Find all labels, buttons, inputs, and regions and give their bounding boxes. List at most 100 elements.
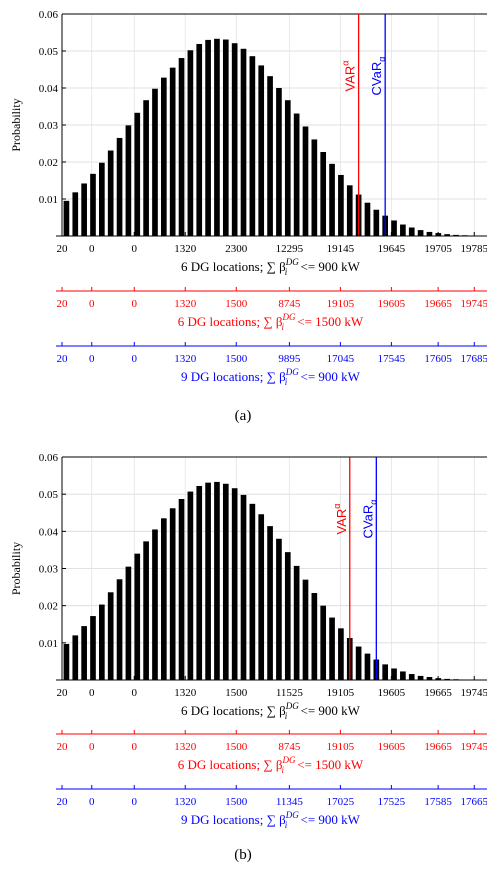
bar: [249, 56, 256, 237]
x-tick-label: 1320: [174, 243, 197, 255]
bar: [125, 566, 132, 680]
bar: [417, 230, 424, 236]
bar: [178, 498, 185, 680]
x-tick-label: 12295: [276, 243, 304, 255]
y-tick-label: 0.03: [39, 564, 59, 576]
x-tick-label: 19665: [424, 298, 452, 310]
bar: [107, 150, 114, 236]
x-tick-label: 19645: [378, 243, 406, 255]
x-axis-label: 6 DG locations; ∑ βDG i <= 900 kW: [181, 257, 361, 277]
bar: [107, 592, 114, 680]
bar: [400, 224, 406, 236]
x-axis-label: 9 DG locations; ∑ βDG i <= 900 kW: [181, 810, 361, 830]
bar: [364, 653, 371, 680]
x-tick-label: 0: [132, 243, 138, 255]
bar: [143, 100, 149, 237]
x-tick-label: 9895: [278, 353, 301, 365]
panel-caption: (b): [234, 847, 252, 863]
y-tick-label: 0.01: [39, 194, 58, 206]
x-tick-label: 0: [89, 687, 95, 699]
cvar-label: CVaRα: [369, 57, 387, 96]
x-tick-label: 0: [89, 796, 95, 808]
bar: [187, 50, 194, 237]
x-tick-label: 11525: [276, 687, 304, 699]
x-axis-label: 6 DG locations; ∑ βDG i <= 1500 kW: [178, 312, 364, 332]
x-tick-label: 17685: [461, 353, 487, 365]
bar: [284, 100, 291, 237]
x-tick-label: 19145: [327, 243, 355, 255]
y-tick-label: 0.05: [39, 489, 59, 501]
chart-panel-a: 0.01 0.02 0.03 0.04 0.05 0.06 Probability VARα C…: [9, 9, 487, 424]
bar: [284, 552, 291, 680]
bar: [267, 76, 273, 236]
bar: [444, 234, 450, 236]
bar: [391, 668, 397, 680]
bar: [293, 113, 300, 236]
bar: [187, 491, 194, 680]
bar: [249, 503, 256, 680]
x-tick-label: 19605: [378, 298, 406, 310]
x-tick-label: 20: [57, 741, 69, 753]
x-tick-label: 17665: [461, 796, 487, 808]
bar: [152, 88, 158, 237]
x-tick-label: 1500: [225, 796, 248, 808]
bar: [311, 139, 318, 236]
bar: [72, 192, 79, 236]
bar: [240, 48, 247, 236]
bar: [90, 173, 96, 236]
bar: [293, 565, 300, 680]
bar: [444, 678, 450, 680]
bar: [196, 485, 203, 680]
x-tick-label: 19105: [327, 741, 355, 753]
bar: [426, 231, 433, 236]
x-tick-label: 0: [132, 687, 138, 699]
bar: [222, 39, 229, 236]
x-axis-2: 20 0 0 1320 1500 8745 19105 19605 19665 19745 6 DG…: [56, 287, 487, 332]
y-tick-label: 0.03: [39, 120, 59, 132]
x-tick-label: 17605: [424, 353, 452, 365]
x-axis-1: 20 0 0 1320 1500 11525 19105 19605 19665 19745 6 D…: [56, 676, 487, 721]
bar: [453, 234, 459, 236]
x-axis-label: 6 DG locations; ∑ βDG i <= 900 kW: [181, 701, 361, 721]
bar: [231, 43, 238, 237]
x-axis-1: 20 0 0 1320 2300 12295 19145 19645 19705 19785 6 D…: [56, 232, 487, 277]
bar: [373, 209, 380, 236]
bar: [231, 488, 238, 680]
bar: [302, 579, 309, 680]
bar: [276, 88, 282, 236]
bar: [205, 482, 211, 680]
bar: [134, 553, 141, 680]
bar: [160, 518, 167, 680]
bar: [258, 65, 265, 237]
bar: [63, 643, 70, 680]
bar: [222, 483, 229, 680]
y-tick-label: 0.04: [39, 83, 59, 95]
x-axis-3: 20 0 0 1320 1500 11345 17025 17525 17585 17665 9 D…: [56, 785, 487, 830]
x-tick-label: 20: [57, 243, 69, 255]
bar: [178, 58, 185, 236]
bar: [169, 67, 176, 237]
y-tick-label: 0.05: [39, 46, 59, 58]
x-tick-label: 19605: [378, 741, 406, 753]
var-label: VARα: [332, 504, 349, 535]
bar: [408, 227, 415, 236]
x-axis-2: 20 0 0 1320 1500 8745 19105 19605 19665 19745 6 DG…: [56, 730, 487, 775]
y-axis-label: Probability: [9, 542, 23, 595]
bar: [116, 579, 123, 680]
x-tick-label: 19665: [424, 687, 452, 699]
x-tick-label: 1500: [225, 353, 248, 365]
x-tick-label: 0: [132, 298, 138, 310]
bar: [364, 202, 371, 236]
bar: [346, 185, 353, 236]
bar: [355, 646, 362, 680]
bar: [134, 112, 141, 236]
bar: [417, 675, 424, 680]
bar: [99, 604, 105, 680]
bar: [81, 626, 87, 680]
y-axis-label: Probability: [9, 98, 23, 151]
x-tick-label: 20: [57, 298, 69, 310]
bar: [90, 616, 96, 680]
x-tick-label: 8745: [278, 741, 301, 753]
x-tick-label: 8745: [278, 298, 301, 310]
bar: [408, 674, 415, 680]
